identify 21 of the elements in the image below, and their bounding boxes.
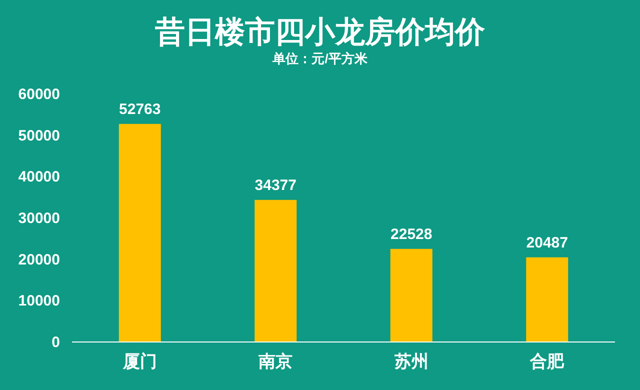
- y-tick-label: 30000: [18, 210, 60, 227]
- y-tick-label: 0: [52, 334, 60, 351]
- bar: [254, 200, 297, 342]
- data-label: 34377: [254, 176, 296, 194]
- x-tick-label: 南京: [258, 352, 293, 371]
- bar: [390, 248, 432, 342]
- chart-subtitle: 单位：元/平方米: [272, 51, 368, 66]
- y-tick-label: 60000: [18, 86, 60, 103]
- x-tick-label: 厦门: [122, 352, 157, 371]
- y-tick-label: 50000: [18, 127, 60, 144]
- chart-title: 昔日楼市四小龙房价均价: [154, 15, 486, 49]
- data-label: 52763: [119, 100, 161, 118]
- x-tick-label: 合肥: [529, 352, 566, 371]
- x-tick-label: 苏州: [393, 352, 428, 371]
- y-tick-label: 40000: [18, 168, 60, 186]
- data-label: 22528: [390, 226, 432, 243]
- y-tick-label: 10000: [18, 292, 60, 310]
- bar: [118, 124, 161, 342]
- data-label: 20487: [526, 234, 568, 252]
- bar: [526, 257, 568, 342]
- y-tick-label: 20000: [18, 251, 60, 268]
